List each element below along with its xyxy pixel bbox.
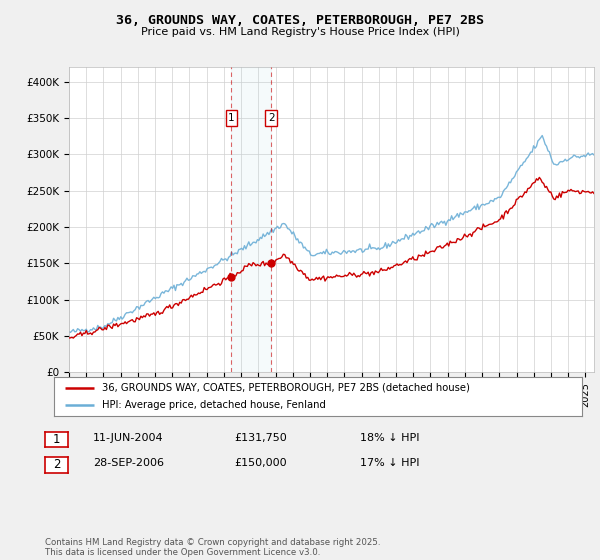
Text: Contains HM Land Registry data © Crown copyright and database right 2025.
This d: Contains HM Land Registry data © Crown c… (45, 538, 380, 557)
Text: £131,750: £131,750 (234, 433, 287, 443)
Text: 11-JUN-2004: 11-JUN-2004 (93, 433, 164, 443)
Text: £150,000: £150,000 (234, 458, 287, 468)
Text: Price paid vs. HM Land Registry's House Price Index (HPI): Price paid vs. HM Land Registry's House … (140, 27, 460, 37)
Text: HPI: Average price, detached house, Fenland: HPI: Average price, detached house, Fenl… (101, 400, 325, 410)
Text: 1: 1 (53, 433, 60, 446)
Text: 2: 2 (53, 458, 60, 472)
Text: 1: 1 (228, 113, 235, 123)
Text: 36, GROUNDS WAY, COATES, PETERBOROUGH, PE7 2BS: 36, GROUNDS WAY, COATES, PETERBOROUGH, P… (116, 14, 484, 27)
Text: 18% ↓ HPI: 18% ↓ HPI (360, 433, 419, 443)
Bar (232, 67, 271, 372)
Text: 17% ↓ HPI: 17% ↓ HPI (360, 458, 419, 468)
Text: 28-SEP-2006: 28-SEP-2006 (93, 458, 164, 468)
Text: 36, GROUNDS WAY, COATES, PETERBOROUGH, PE7 2BS (detached house): 36, GROUNDS WAY, COATES, PETERBOROUGH, P… (101, 382, 469, 393)
Text: 2: 2 (268, 113, 274, 123)
